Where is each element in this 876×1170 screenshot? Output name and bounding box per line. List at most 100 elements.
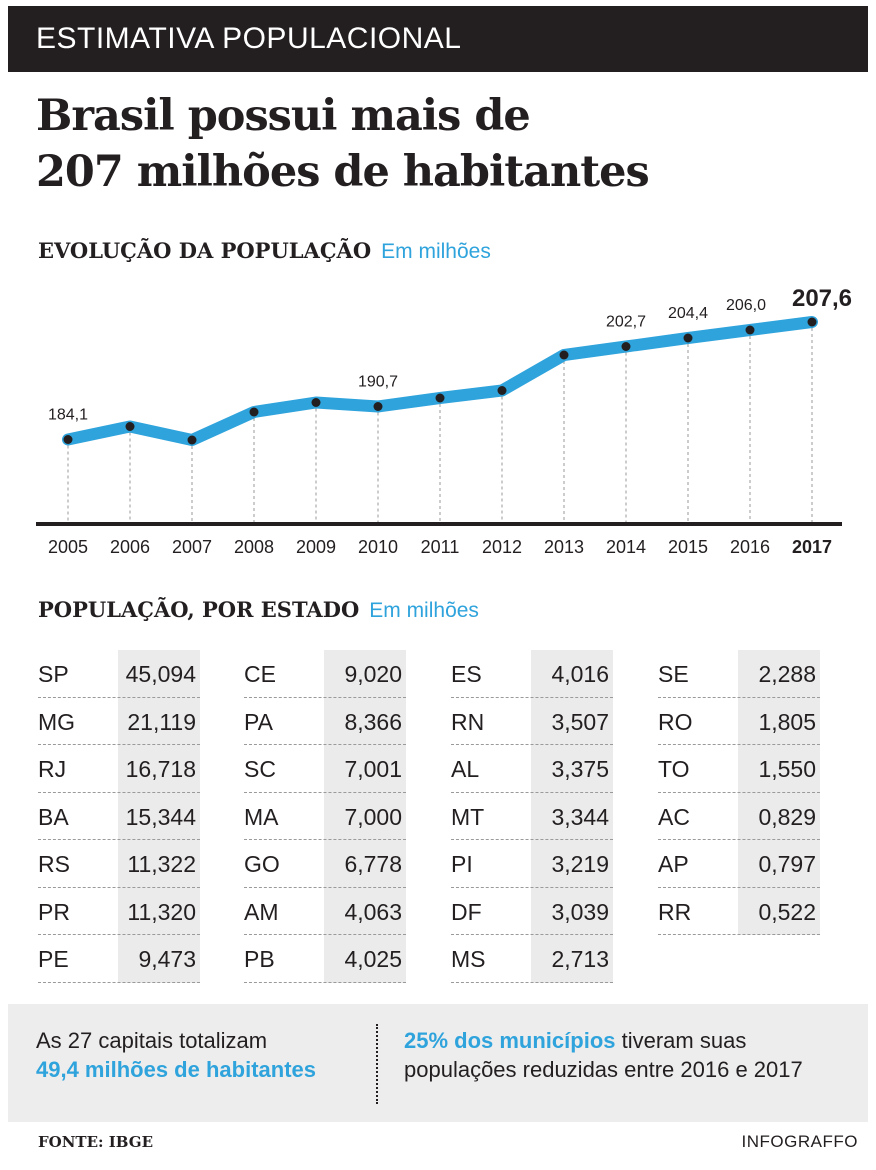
- evolution-title: EVOLUÇÃO DA POPULAÇÃO: [38, 238, 372, 263]
- x-tick-2011: 2011: [421, 537, 460, 557]
- state-row-mt: MT 3,344: [451, 793, 613, 840]
- data-label-2016: 206,0: [726, 297, 766, 314]
- state-abbr: MS: [451, 946, 486, 972]
- data-point-2012: [497, 386, 507, 395]
- x-tick-2005: 2005: [48, 537, 88, 557]
- capitals-highlight: 49,4 milhões de habitantes: [36, 1057, 316, 1082]
- state-row-ba: BA 15,344: [38, 793, 200, 840]
- state-abbr: PR: [38, 898, 70, 925]
- states-column-3: ES 4,016 RN 3,507 AL 3,375 MT 3,344 PI 3,219 DF 3,0…: [451, 650, 613, 983]
- x-tick-2012: 2012: [482, 537, 522, 557]
- state-value: 6,778: [344, 851, 402, 877]
- states-value-shade: [324, 650, 406, 983]
- x-tick-2014: 2014: [606, 537, 646, 557]
- states-column-2: CE 9,020 PA 8,366 SC 7,001 MA 7,000 GO 6,778 AM 4,0…: [244, 650, 406, 983]
- data-label-2010: 190,7: [358, 374, 398, 391]
- state-row-ac: AC 0,829: [658, 793, 820, 840]
- state-abbr: DF: [451, 898, 482, 925]
- chart-x-tick-labels: 2005 2006 2007 2008 2009 2010 2011 2012 2013 2014…: [48, 537, 832, 557]
- chart-data-labels: 184,1 190,7 202,7 204,4 206,0 207,6: [48, 285, 852, 424]
- state-row-mg: MG 21,119: [38, 698, 200, 745]
- state-row-rr: RR 0,522: [658, 888, 820, 935]
- headline-line-1: Brasil possui mais de: [36, 91, 531, 141]
- state-abbr: RO: [658, 708, 693, 735]
- state-abbr: TO: [658, 756, 690, 782]
- state-value: 3,507: [551, 708, 609, 735]
- data-point-2008: [249, 407, 259, 417]
- states-value-shade: [118, 650, 200, 983]
- state-row-to: TO 1,550: [658, 745, 820, 793]
- capitals-summary: As 27 capitais totalizam 49,4 milhões de…: [36, 1026, 316, 1084]
- x-tick-2013: 2013: [544, 537, 584, 557]
- x-tick-2016: 2016: [730, 537, 770, 557]
- states-column-1: SP 45,094 MG 21,119 RJ 16,718 BA 15,344 RS 11,322…: [38, 650, 200, 983]
- state-row-pa: PA 8,366: [244, 698, 406, 745]
- state-value: 1,550: [758, 756, 816, 782]
- x-tick-2006: 2006: [110, 537, 150, 557]
- data-label-2014: 202,7: [606, 314, 646, 331]
- chart-points: [63, 317, 817, 445]
- state-row-am: AM 4,063: [244, 888, 406, 935]
- x-tick-2010: 2010: [358, 537, 398, 557]
- footer-summary: As 27 capitais totalizam 49,4 milhões de…: [8, 1004, 868, 1122]
- data-point-2017: [807, 317, 817, 327]
- headline-line-2: 207 milhões de habitantes: [36, 147, 650, 197]
- state-abbr: BA: [38, 803, 69, 830]
- footer-divider: [376, 1024, 378, 1104]
- state-row-rs: RS 11,322: [38, 840, 200, 888]
- state-abbr: RN: [451, 708, 485, 735]
- state-value: 9,020: [344, 661, 402, 687]
- state-abbr: AC: [658, 803, 690, 830]
- state-value: 3,375: [551, 756, 609, 782]
- data-label-2015: 204,4: [668, 305, 708, 322]
- state-abbr: SC: [244, 756, 276, 782]
- chart-gridlines: [67, 322, 813, 524]
- states-section-title: POPULAÇÃO, POR ESTADO Em milhões: [38, 597, 479, 623]
- state-value: 11,320: [127, 898, 196, 925]
- state-row-sp: SP 45,094: [38, 650, 200, 698]
- state-abbr: AP: [658, 851, 689, 877]
- states-value-shade: [738, 650, 820, 935]
- state-value: 21,119: [127, 708, 196, 735]
- states-unit: Em milhões: [369, 599, 479, 622]
- state-value: 45,094: [125, 661, 196, 687]
- state-value: 9,473: [138, 946, 196, 972]
- x-tick-2008: 2008: [234, 537, 274, 557]
- state-row-sc: SC 7,001: [244, 745, 406, 793]
- data-point-2014: [621, 342, 631, 351]
- state-abbr: GO: [244, 851, 280, 877]
- state-value: 4,016: [551, 661, 609, 687]
- state-row-rn: RN 3,507: [451, 698, 613, 745]
- state-value: 3,219: [551, 851, 609, 877]
- state-row-ap: AP 0,797: [658, 840, 820, 888]
- state-row-se: SE 2,288: [658, 650, 820, 698]
- state-value: 4,063: [344, 898, 402, 925]
- state-row-pe: PE 9,473: [38, 935, 200, 983]
- state-abbr: CE: [244, 661, 276, 687]
- state-abbr: AM: [244, 898, 279, 925]
- data-point-2009: [311, 398, 321, 407]
- municipalities-summary: 25% dos municípios tiveram suas populaçõ…: [404, 1026, 803, 1084]
- headline: Brasil possui mais de 207 milhões de hab…: [36, 88, 650, 200]
- state-value: 3,039: [551, 898, 609, 925]
- states-column-4: SE 2,288 RO 1,805 TO 1,550 AC 0,829 AP 0,797 RR 0,5…: [658, 650, 820, 935]
- data-point-2010: [373, 402, 383, 411]
- state-row-rj: RJ 16,718: [38, 745, 200, 793]
- state-abbr: PE: [38, 946, 69, 972]
- data-point-2006: [125, 422, 135, 431]
- state-value: 11,322: [127, 851, 196, 877]
- state-abbr: RJ: [38, 756, 67, 782]
- state-row-pr: PR 11,320: [38, 888, 200, 935]
- header-banner: ESTIMATIVA POPULACIONAL: [8, 6, 868, 72]
- state-abbr: SP: [38, 661, 69, 687]
- state-value: 0,522: [758, 898, 816, 925]
- state-row-al: AL 3,375: [451, 745, 613, 793]
- x-tick-2017: 2017: [792, 537, 832, 557]
- x-tick-2009: 2009: [296, 537, 336, 557]
- state-value: 0,829: [758, 803, 816, 830]
- state-value: 4,025: [344, 946, 402, 972]
- state-value: 7,000: [344, 803, 402, 830]
- municipalities-highlight: 25% dos municípios: [404, 1028, 616, 1053]
- state-row-ro: RO 1,805: [658, 698, 820, 745]
- municipalities-text-1: tiveram suas: [615, 1028, 747, 1053]
